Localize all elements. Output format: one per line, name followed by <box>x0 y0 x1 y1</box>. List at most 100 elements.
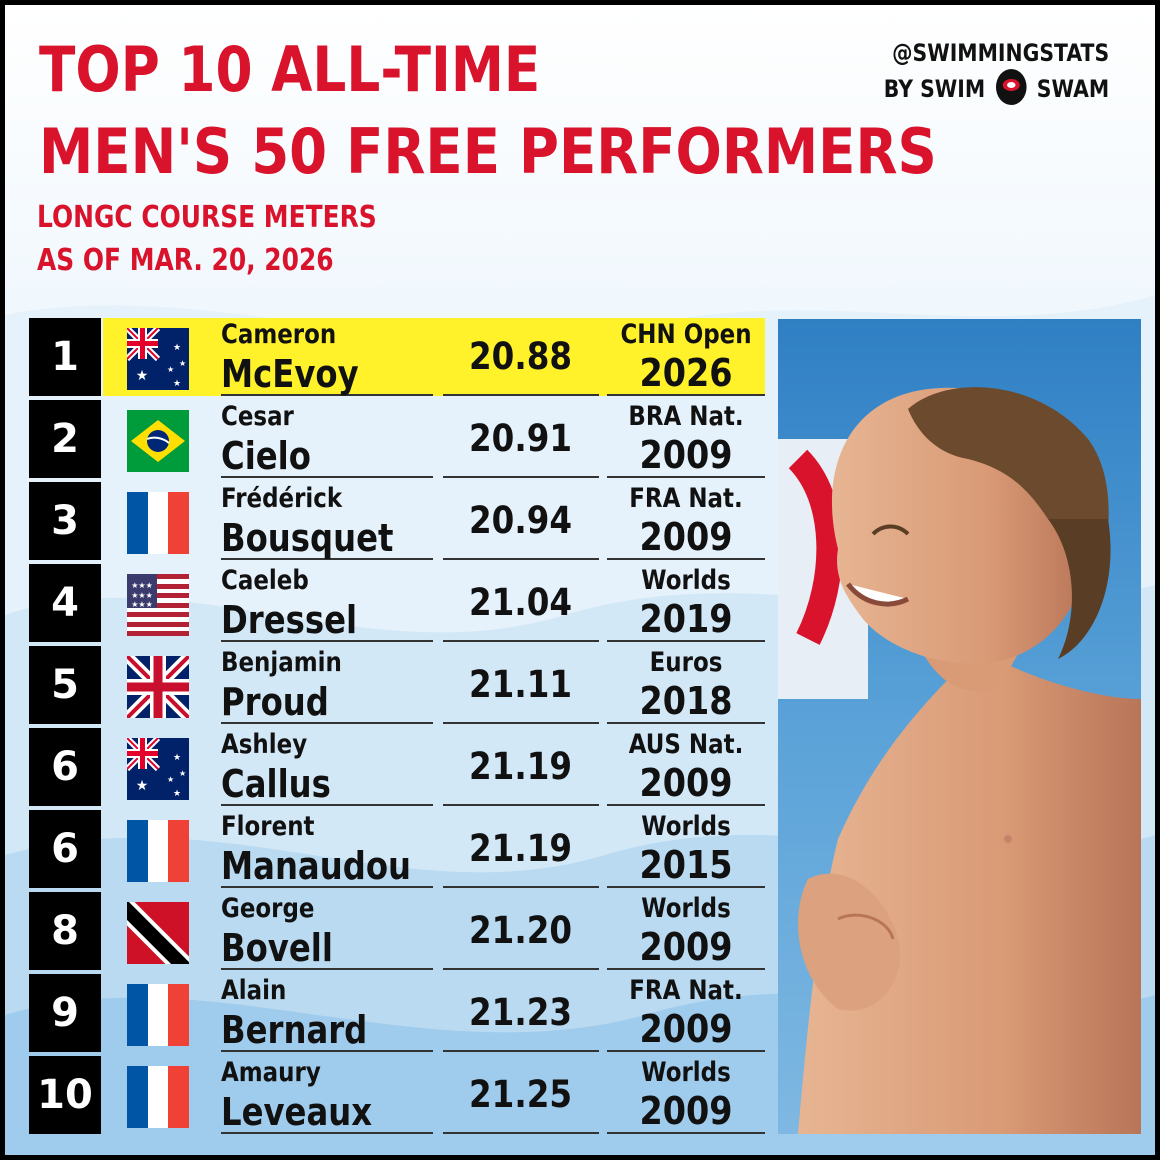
last-name: Bovell <box>221 926 333 970</box>
first-name: Amaury <box>221 1057 321 1088</box>
france-flag-icon <box>127 1066 189 1128</box>
australia-flag-icon: ★ ★ ★ ★ ★ <box>127 328 189 390</box>
table-row: 2 Cesar Cielo 20.91 BRA Nat. 2009 <box>29 400 769 478</box>
swimmer-name: Frédérick Bousquet <box>221 482 433 560</box>
first-name: Cameron <box>221 319 337 350</box>
meet-name: Worlds <box>641 893 731 924</box>
time-value: 20.94 <box>469 498 573 542</box>
svg-text:★: ★ <box>173 789 181 799</box>
swim-time: 21.11 <box>443 646 599 724</box>
rank-number: 6 <box>29 810 101 888</box>
highlight-band <box>103 318 765 396</box>
time-value: 20.88 <box>469 334 573 378</box>
meet-name: Worlds <box>641 565 731 596</box>
meet-info: Worlds 2009 <box>607 1056 765 1134</box>
meet-name: FRA Nat. <box>629 975 743 1006</box>
svg-text:★: ★ <box>167 775 174 784</box>
meet-year: 2009 <box>639 761 733 805</box>
meet-name: Worlds <box>641 1057 731 1088</box>
swimmer-name: George Bovell <box>221 892 433 970</box>
subtitle-date: AS OF MAR. 20, 2026 <box>37 243 334 278</box>
last-name: Proud <box>221 680 329 724</box>
swimmer-name: Amaury Leveaux <box>221 1056 433 1134</box>
france-flag-icon <box>127 492 189 554</box>
title-line-2: MEN'S 50 FREE PERFORMERS <box>39 115 937 188</box>
swimmer-name: Cesar Cielo <box>221 400 433 478</box>
swim-time: 21.23 <box>443 974 599 1052</box>
meet-year: 2018 <box>639 679 733 723</box>
time-value: 21.19 <box>469 826 573 870</box>
svg-text:★★★: ★★★ <box>131 600 153 609</box>
svg-text:★: ★ <box>173 379 181 389</box>
first-name: Florent <box>221 811 315 842</box>
swim-time: 20.91 <box>443 400 599 478</box>
last-name: Bernard <box>221 1008 368 1052</box>
svg-text:★★★: ★★★ <box>131 581 153 590</box>
swimmer-name: Benjamin Proud <box>221 646 433 724</box>
brand-block: @SWIMMINGSTATS BY SWIM SWAM <box>884 35 1109 108</box>
meet-name: AUS Nat. <box>628 729 744 760</box>
meet-year: 2009 <box>639 433 733 477</box>
france-flag-icon <box>127 984 189 1046</box>
uk-flag-icon <box>127 656 189 718</box>
swimswam-logo-icon <box>995 69 1027 105</box>
meet-year: 2009 <box>639 1007 733 1051</box>
last-name: McEvoy <box>221 352 359 396</box>
first-name: Frédérick <box>221 483 343 514</box>
swimmer-name: Caeleb Dressel <box>221 564 433 642</box>
rank-number: 1 <box>29 318 101 396</box>
svg-text:★: ★ <box>136 778 149 794</box>
brand-byline: BY SWIM SWAM <box>884 69 1109 108</box>
first-name: Cesar <box>221 401 294 432</box>
swim-time: 21.04 <box>443 564 599 642</box>
svg-text:★: ★ <box>179 359 186 368</box>
svg-text:★: ★ <box>167 365 174 374</box>
table-row: 5 Benjamin Proud 21.11 Euros 2018 <box>29 646 769 724</box>
time-value: 21.25 <box>469 1072 573 1116</box>
rank-number: 2 <box>29 400 101 478</box>
swimmer-name: Ashley Callus <box>221 728 433 806</box>
swimmer-name: Cameron McEvoy <box>221 318 433 396</box>
meet-name: Euros <box>649 647 723 678</box>
svg-text:★★★: ★★★ <box>131 591 153 600</box>
time-value: 21.23 <box>469 990 573 1034</box>
first-name: Alain <box>221 975 287 1006</box>
brand-by-right: SWAM <box>1036 75 1109 103</box>
meet-year: 2009 <box>639 1089 733 1133</box>
meet-year: 2009 <box>639 515 733 559</box>
meet-info: FRA Nat. 2009 <box>607 974 765 1052</box>
swimmer-name: Florent Manaudou <box>221 810 433 888</box>
rank-number: 5 <box>29 646 101 724</box>
last-name: Manaudou <box>221 844 412 888</box>
last-name: Dressel <box>221 598 358 642</box>
meet-info: BRA Nat. 2009 <box>607 400 765 478</box>
last-name: Cielo <box>221 434 311 478</box>
meet-info: FRA Nat. 2009 <box>607 482 765 560</box>
swimmer-photo <box>778 319 1141 1134</box>
brazil-flag-icon <box>127 410 189 472</box>
meet-info: AUS Nat. 2009 <box>607 728 765 806</box>
brand-handle: @SWIMMINGSTATS <box>891 39 1109 67</box>
swimmer-name: Alain Bernard <box>221 974 433 1052</box>
trinidad-tobago-flag-icon <box>127 902 189 964</box>
svg-text:★: ★ <box>136 368 149 384</box>
subtitle-course: LONGC COURSE METERS <box>37 200 377 235</box>
first-name: Benjamin <box>221 647 342 678</box>
svg-text:★: ★ <box>173 753 181 763</box>
meet-year: 2019 <box>639 597 733 641</box>
table-row: 9 Alain Bernard 21.23 FRA Nat. 2009 <box>29 974 769 1052</box>
time-value: 21.20 <box>469 908 573 952</box>
rank-number: 10 <box>29 1056 101 1134</box>
swim-time: 21.25 <box>443 1056 599 1134</box>
meet-info: Worlds 2009 <box>607 892 765 970</box>
time-value: 21.11 <box>469 662 573 706</box>
rank-number: 9 <box>29 974 101 1052</box>
last-name: Leveaux <box>221 1090 373 1134</box>
rank-number: 3 <box>29 482 101 560</box>
swim-time: 20.94 <box>443 482 599 560</box>
first-name: Caeleb <box>221 565 309 596</box>
last-name: Bousquet <box>221 516 394 560</box>
swim-time: 20.88 <box>443 318 599 396</box>
table-row: 6 Florent Manaudou 21.19 Worlds 2015 <box>29 810 769 888</box>
table-row: 4 ★★★ ★★★ ★★★ Caeleb Dressel 21.04 Worlds 2019 <box>29 564 769 642</box>
